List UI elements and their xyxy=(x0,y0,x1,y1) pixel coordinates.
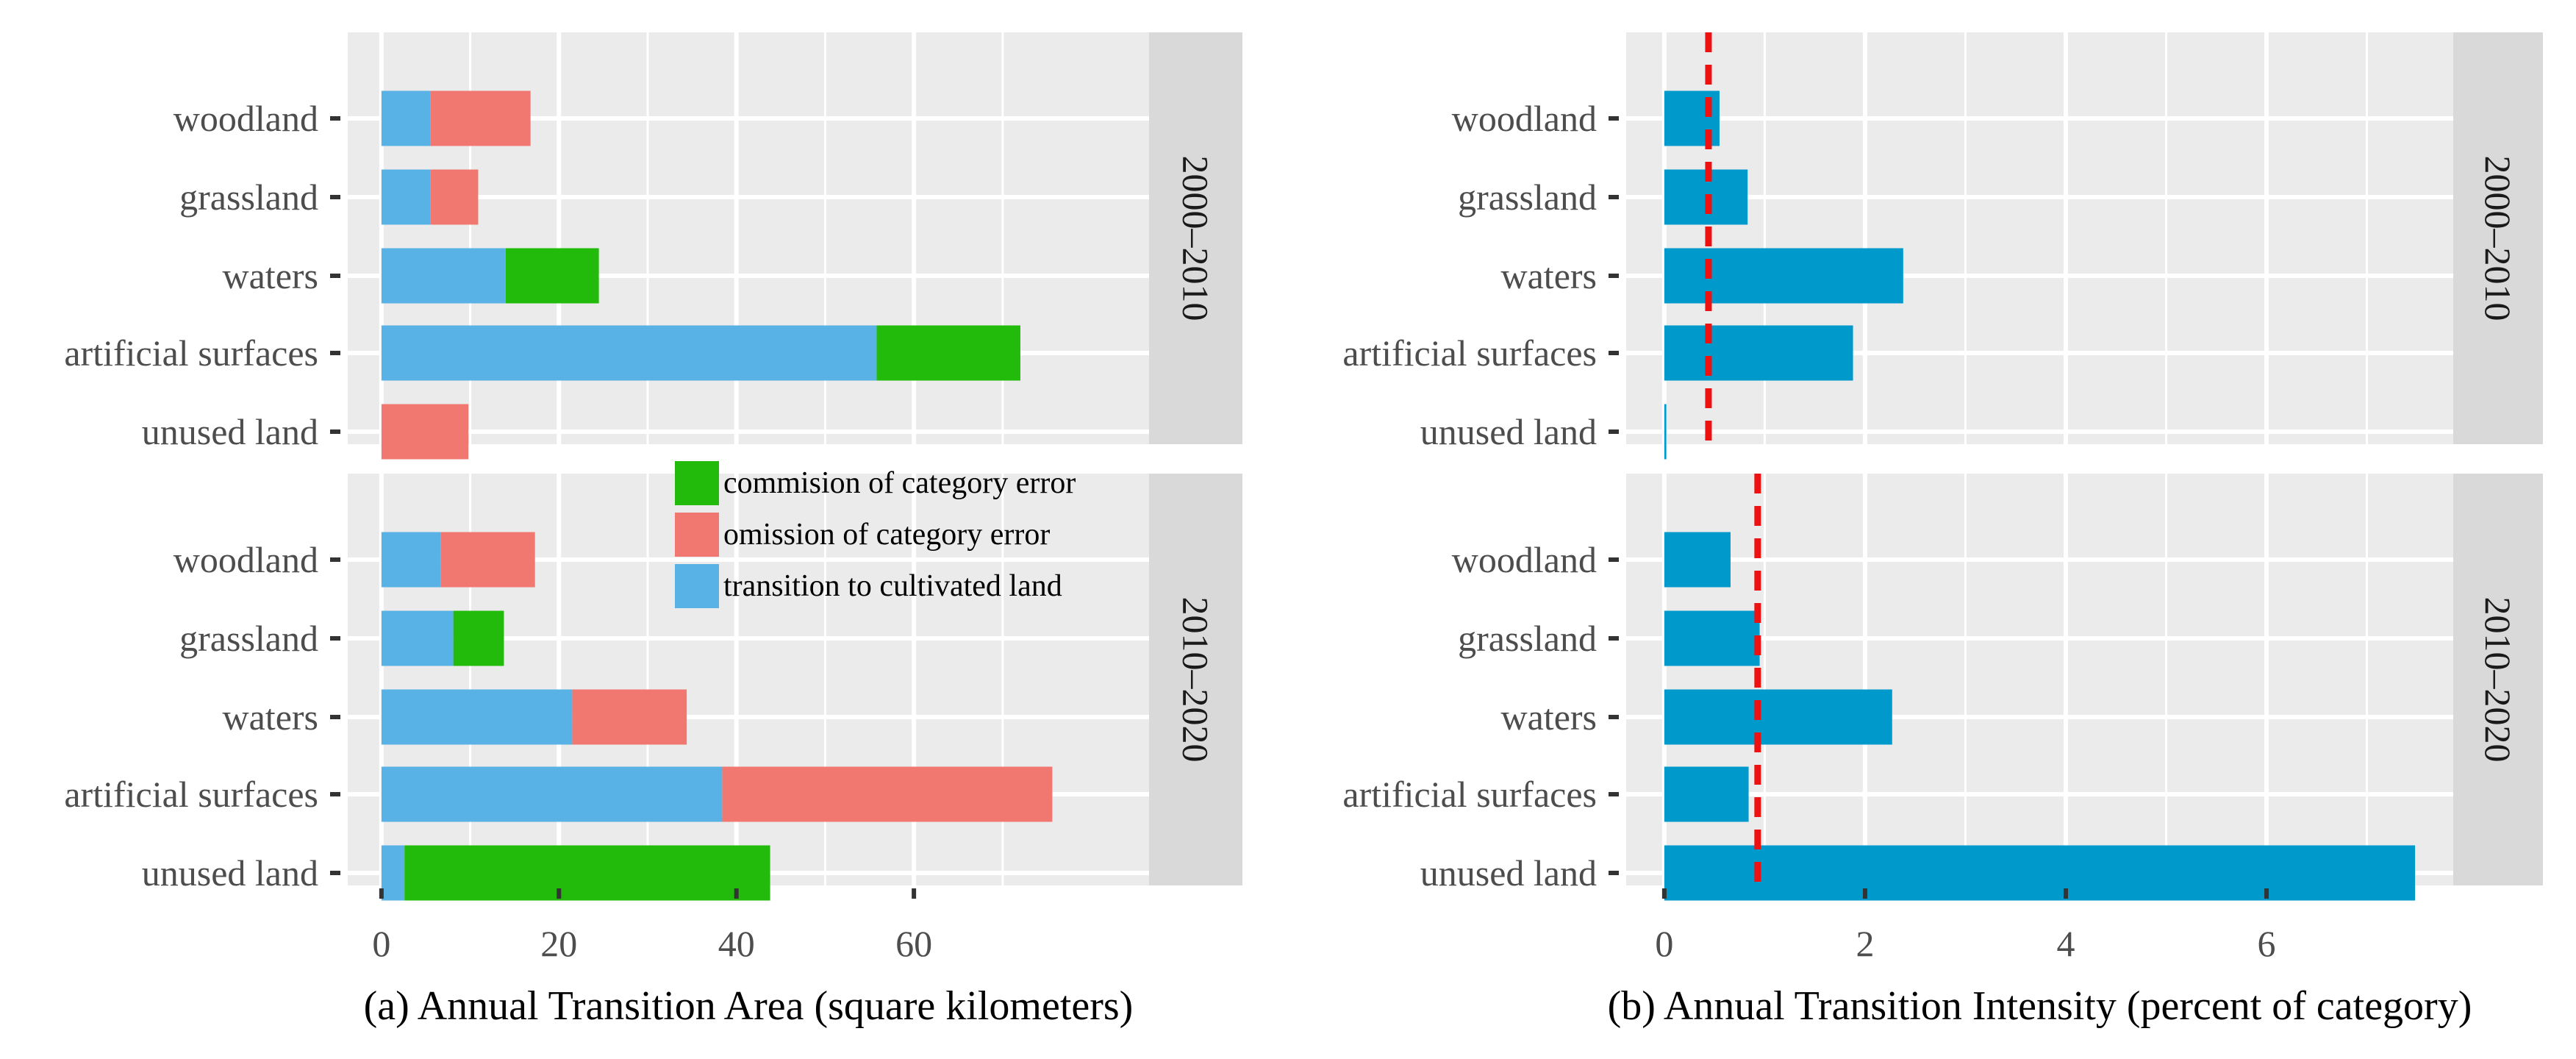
facet-strip-label: 2000–2010 xyxy=(1176,156,1217,321)
facet-strip xyxy=(1149,474,1242,885)
legend-key-transition-to-cultivated-land xyxy=(675,564,719,608)
chart-annual-transition-intensity: woodland grassland waters artificial surfac… xyxy=(1342,32,2543,1029)
x-tick-label: 20 xyxy=(540,923,577,964)
x-tick-label: 60 xyxy=(895,923,932,964)
bar-grassland xyxy=(1664,610,1760,666)
y-tick-label-grassland: grassland xyxy=(179,618,318,659)
chart-annual-transition-area: woodland grassland waters artificial surfac… xyxy=(64,32,1242,1029)
plot-background xyxy=(1626,32,2453,444)
y-tick-label-woodland: woodland xyxy=(173,539,318,580)
legend-label-omission-of-category-error: omission of category error xyxy=(723,518,1050,552)
x-tick-label: 40 xyxy=(718,923,755,964)
bar-waters xyxy=(1664,689,1892,745)
panel-a-2: woodland grassland waters artificial surfac… xyxy=(64,474,1242,901)
x-tick-label: 0 xyxy=(372,923,390,964)
x-tick-label: 0 xyxy=(1655,923,1673,964)
y-tick-label-waters: waters xyxy=(1501,255,1598,296)
bar-artificial-surfaces xyxy=(1664,766,1749,822)
facet-strip-label: 2000–2010 xyxy=(2477,156,2519,321)
y-tick-label-unused-land: unused land xyxy=(1420,411,1597,452)
bar-grassland-omission-of-category-error xyxy=(430,169,479,225)
y-tick-label-unused-land: unused land xyxy=(142,411,318,452)
y-tick-label-unused-land: unused land xyxy=(1420,852,1597,894)
x-tick-label: 6 xyxy=(2258,923,2276,964)
legend: commision of category error omission of c… xyxy=(675,461,1076,608)
bar-waters-transition-to-cultivated-land xyxy=(381,248,506,304)
bar-artificial-surfaces-omission-of-category-error xyxy=(722,766,1053,822)
y-tick-label-waters: waters xyxy=(1501,696,1598,738)
legend-key-omission-of-category-error xyxy=(675,513,719,557)
y-tick-label-unused-land: unused land xyxy=(142,852,318,894)
bar-unused-land-transition-to-cultivated-land xyxy=(381,845,405,901)
y-tick-label-woodland: woodland xyxy=(1452,98,1597,139)
bar-woodland-transition-to-cultivated-land xyxy=(381,90,431,146)
bar-woodland-transition-to-cultivated-land xyxy=(381,532,441,588)
x-tick-label: 2 xyxy=(1856,923,1874,964)
facet-strip xyxy=(2453,32,2543,444)
y-tick-label-waters: waters xyxy=(223,696,319,738)
bar-grassland-transition-to-cultivated-land xyxy=(381,169,431,225)
bar-woodland-omission-of-category-error xyxy=(440,532,535,588)
facet-strip-label: 2010–2020 xyxy=(2477,597,2519,763)
legend-label-transition-to-cultivated-land: transition to cultivated land xyxy=(723,569,1062,603)
facet-strip xyxy=(2453,474,2543,885)
bar-waters-omission-of-category-error xyxy=(572,689,687,745)
panel-a-1: woodland grassland waters artificial surfac… xyxy=(64,32,1242,460)
panel-b-2: woodland grassland waters artificial surfac… xyxy=(1342,474,2543,901)
legend-label-commision-of-category-error: commision of category error xyxy=(723,466,1076,500)
legend-key-commision-of-category-error xyxy=(675,461,719,505)
bar-artificial-surfaces-transition-to-cultivated-land xyxy=(381,325,877,381)
y-tick-label-woodland: woodland xyxy=(173,98,318,139)
y-tick-label-artificial-surfaces: artificial surfaces xyxy=(64,774,318,815)
bar-unused-land xyxy=(1664,845,2416,901)
bar-unused-land xyxy=(1664,404,1667,460)
bar-unused-land-omission-of-category-error xyxy=(381,404,469,460)
x-axis-title: (a) Annual Transition Area (square kilom… xyxy=(364,983,1134,1029)
x-axis-title: (b) Annual Transition Intensity (percent… xyxy=(1608,983,2472,1029)
facet-strip-label: 2010–2020 xyxy=(1176,597,1217,763)
bar-woodland xyxy=(1664,532,1731,588)
y-tick-label-artificial-surfaces: artificial surfaces xyxy=(64,332,318,374)
bar-artificial-surfaces-transition-to-cultivated-land xyxy=(381,766,723,822)
panel-b-1: woodland grassland waters artificial surfac… xyxy=(1342,32,2543,460)
y-tick-label-artificial-surfaces: artificial surfaces xyxy=(1342,774,1597,815)
x-tick-label: 4 xyxy=(2056,923,2075,964)
bar-waters xyxy=(1664,248,1903,304)
y-tick-label-grassland: grassland xyxy=(1458,176,1597,218)
y-tick-label-artificial-surfaces: artificial surfaces xyxy=(1342,332,1597,374)
y-tick-label-grassland: grassland xyxy=(1458,618,1597,659)
bar-unused-land-commision-of-category-error xyxy=(404,845,770,901)
facet-strip xyxy=(1149,32,1242,444)
y-tick-label-woodland: woodland xyxy=(1452,539,1597,580)
bar-woodland-omission-of-category-error xyxy=(430,90,531,146)
bar-grassland-commision-of-category-error xyxy=(453,610,504,666)
y-tick-label-grassland: grassland xyxy=(179,176,318,218)
y-tick-label-waters: waters xyxy=(223,255,319,296)
bar-artificial-surfaces xyxy=(1664,325,1853,381)
bar-waters-transition-to-cultivated-land xyxy=(381,689,573,745)
bar-grassland-transition-to-cultivated-land xyxy=(381,610,454,666)
bar-artificial-surfaces-commision-of-category-error xyxy=(876,325,1020,381)
bar-waters-commision-of-category-error xyxy=(505,248,599,304)
plot-background xyxy=(1626,474,2453,885)
